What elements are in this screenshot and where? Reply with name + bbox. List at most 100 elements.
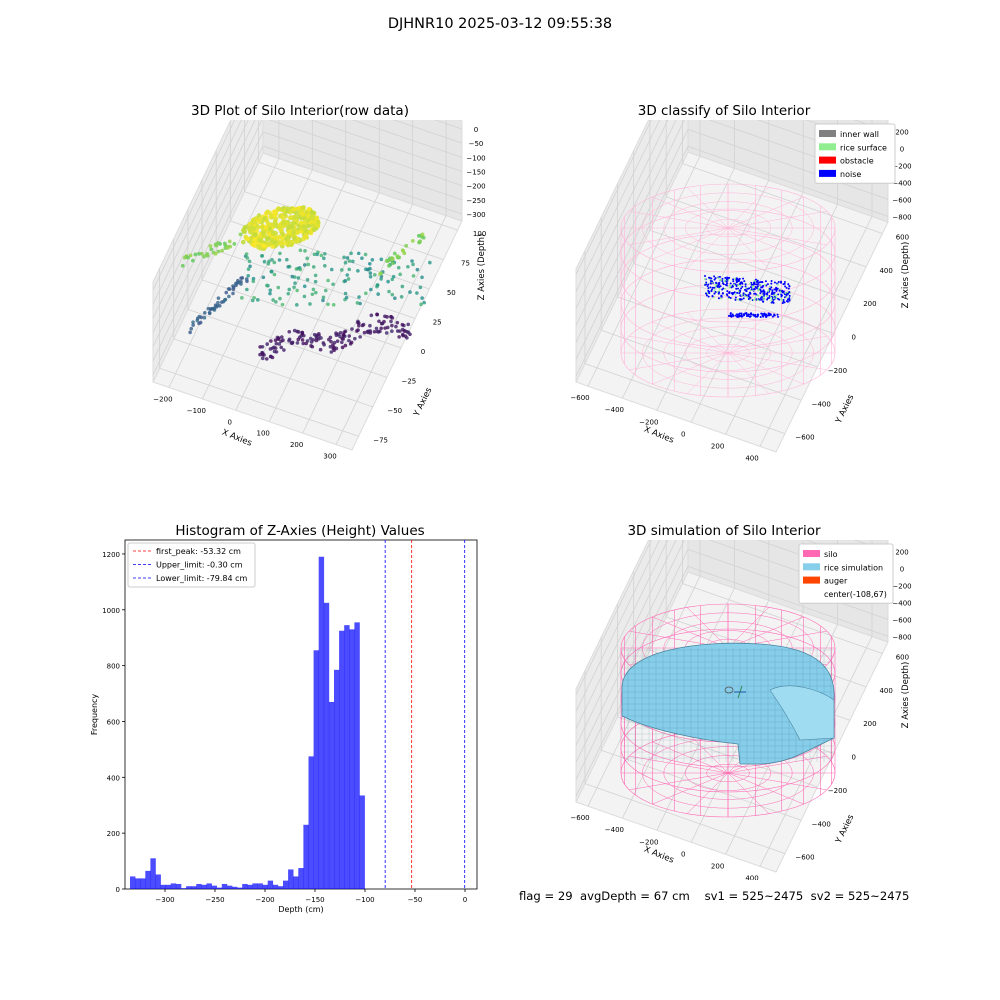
classified-point (710, 290, 713, 293)
scatter-point (418, 285, 423, 290)
silo-wireframe-spoke (686, 772, 729, 814)
classified-point (768, 287, 771, 290)
scatter-point (302, 263, 307, 267)
scatter-point (260, 254, 264, 258)
classified-point (759, 281, 762, 284)
classified-point (776, 297, 779, 300)
scatter-point (224, 290, 229, 295)
scatter-point (269, 339, 273, 343)
classified-point (749, 296, 752, 299)
classified-point (707, 287, 710, 290)
scatter-point (256, 219, 262, 224)
scatter-point (349, 251, 353, 256)
scatter-point (223, 243, 228, 248)
classified-point (759, 292, 762, 295)
classified-point (724, 287, 727, 290)
histogram-bar (339, 630, 345, 889)
classified-point (739, 284, 742, 287)
scatter-point (244, 252, 249, 256)
y-tick-label: 25 (433, 318, 442, 326)
classified-point (706, 292, 709, 295)
y-tick-label: 200 (863, 300, 876, 308)
left-wall-pane (152, 120, 264, 383)
y-grid-floor (159, 367, 359, 437)
histogram-bar (130, 876, 136, 889)
classified-point (770, 293, 773, 296)
panel3-histogram: −300 −250 −200 −150 −100 −50 0 0 200 400 600 800 100… (90, 539, 478, 914)
scatter-point (246, 274, 251, 278)
x-tick-label: −100 (355, 896, 374, 904)
classified-point (752, 299, 755, 302)
scatter-point (241, 229, 247, 235)
scatter-point (316, 337, 321, 341)
classified-point (717, 284, 720, 287)
scatter-point (295, 341, 300, 345)
classified-point (763, 292, 766, 295)
scatter-point (294, 267, 299, 271)
y-tick-label: 400 (107, 774, 120, 782)
panel4-title: 3D simulation of Silo Interior (627, 523, 821, 539)
scatter-point (335, 339, 340, 343)
silo-wireframe-cap-ring (663, 201, 793, 255)
classified-point (754, 315, 757, 318)
x-axis-label: X Axies (220, 428, 253, 449)
classified-point (770, 296, 773, 299)
z-grid-left (575, 120, 652, 275)
classified-point (707, 295, 710, 298)
y-tick-label: 100 (473, 230, 486, 238)
classified-point (771, 289, 774, 292)
scatter-point (287, 337, 292, 342)
y-grid-floor (244, 191, 444, 260)
y-grid-floor (173, 338, 373, 408)
histogram-bar (328, 701, 335, 889)
scatter-point (379, 277, 383, 281)
histogram-bar (242, 883, 248, 889)
y-tick-label: 50 (447, 289, 456, 297)
axes-box: −600 −400 −200 0 200 400 −600 −400 −200 0 200 400 60… (570, 120, 912, 462)
z-grid-left (575, 120, 685, 343)
classified-point (745, 290, 748, 293)
histogram-bar (145, 870, 151, 889)
classified-point (708, 292, 711, 295)
classified-point (783, 296, 786, 299)
scatter-point (268, 288, 273, 292)
histogram-bar (155, 874, 161, 889)
classified-point (721, 277, 724, 280)
classified-point (782, 299, 785, 302)
x-tick-label: 400 (745, 874, 758, 880)
classified-point (754, 292, 757, 295)
scatter-point (420, 296, 424, 300)
histogram-bar (181, 888, 187, 889)
classified-point (777, 293, 780, 296)
scatter-point (387, 263, 391, 268)
classified-point (722, 287, 725, 290)
z-tick-label: −200 (892, 163, 911, 171)
classified-point (738, 315, 741, 318)
scatter-point (343, 343, 348, 348)
scatter-point (428, 260, 432, 265)
scatter-point (261, 275, 266, 280)
axes-box: −200−1000100200300−75−50−2502550751000−5… (152, 120, 487, 461)
silo-wireframe-spoke (727, 755, 827, 774)
scatter-point (368, 271, 373, 275)
classified-point (740, 312, 743, 315)
classified-point (710, 288, 713, 291)
histogram-bar (288, 869, 294, 889)
scatter-point (399, 294, 404, 299)
classified-point (760, 312, 763, 315)
scatter-point (309, 210, 315, 215)
silo-wireframe-spoke (727, 312, 770, 354)
scatter-point (287, 287, 292, 292)
scatter-point (281, 338, 285, 343)
scatter-point (411, 262, 415, 267)
scatter-point (390, 316, 395, 320)
histogram-bar (318, 556, 325, 889)
silo-wireframe-spoke (727, 335, 827, 354)
legend-simulation-frame (798, 543, 894, 604)
scatter-point (416, 233, 421, 238)
z-tick-label: −250 (466, 197, 485, 205)
scatter-point (191, 323, 195, 327)
classified-point (747, 298, 750, 301)
scatter-point (332, 340, 337, 345)
classified-point (713, 292, 716, 295)
